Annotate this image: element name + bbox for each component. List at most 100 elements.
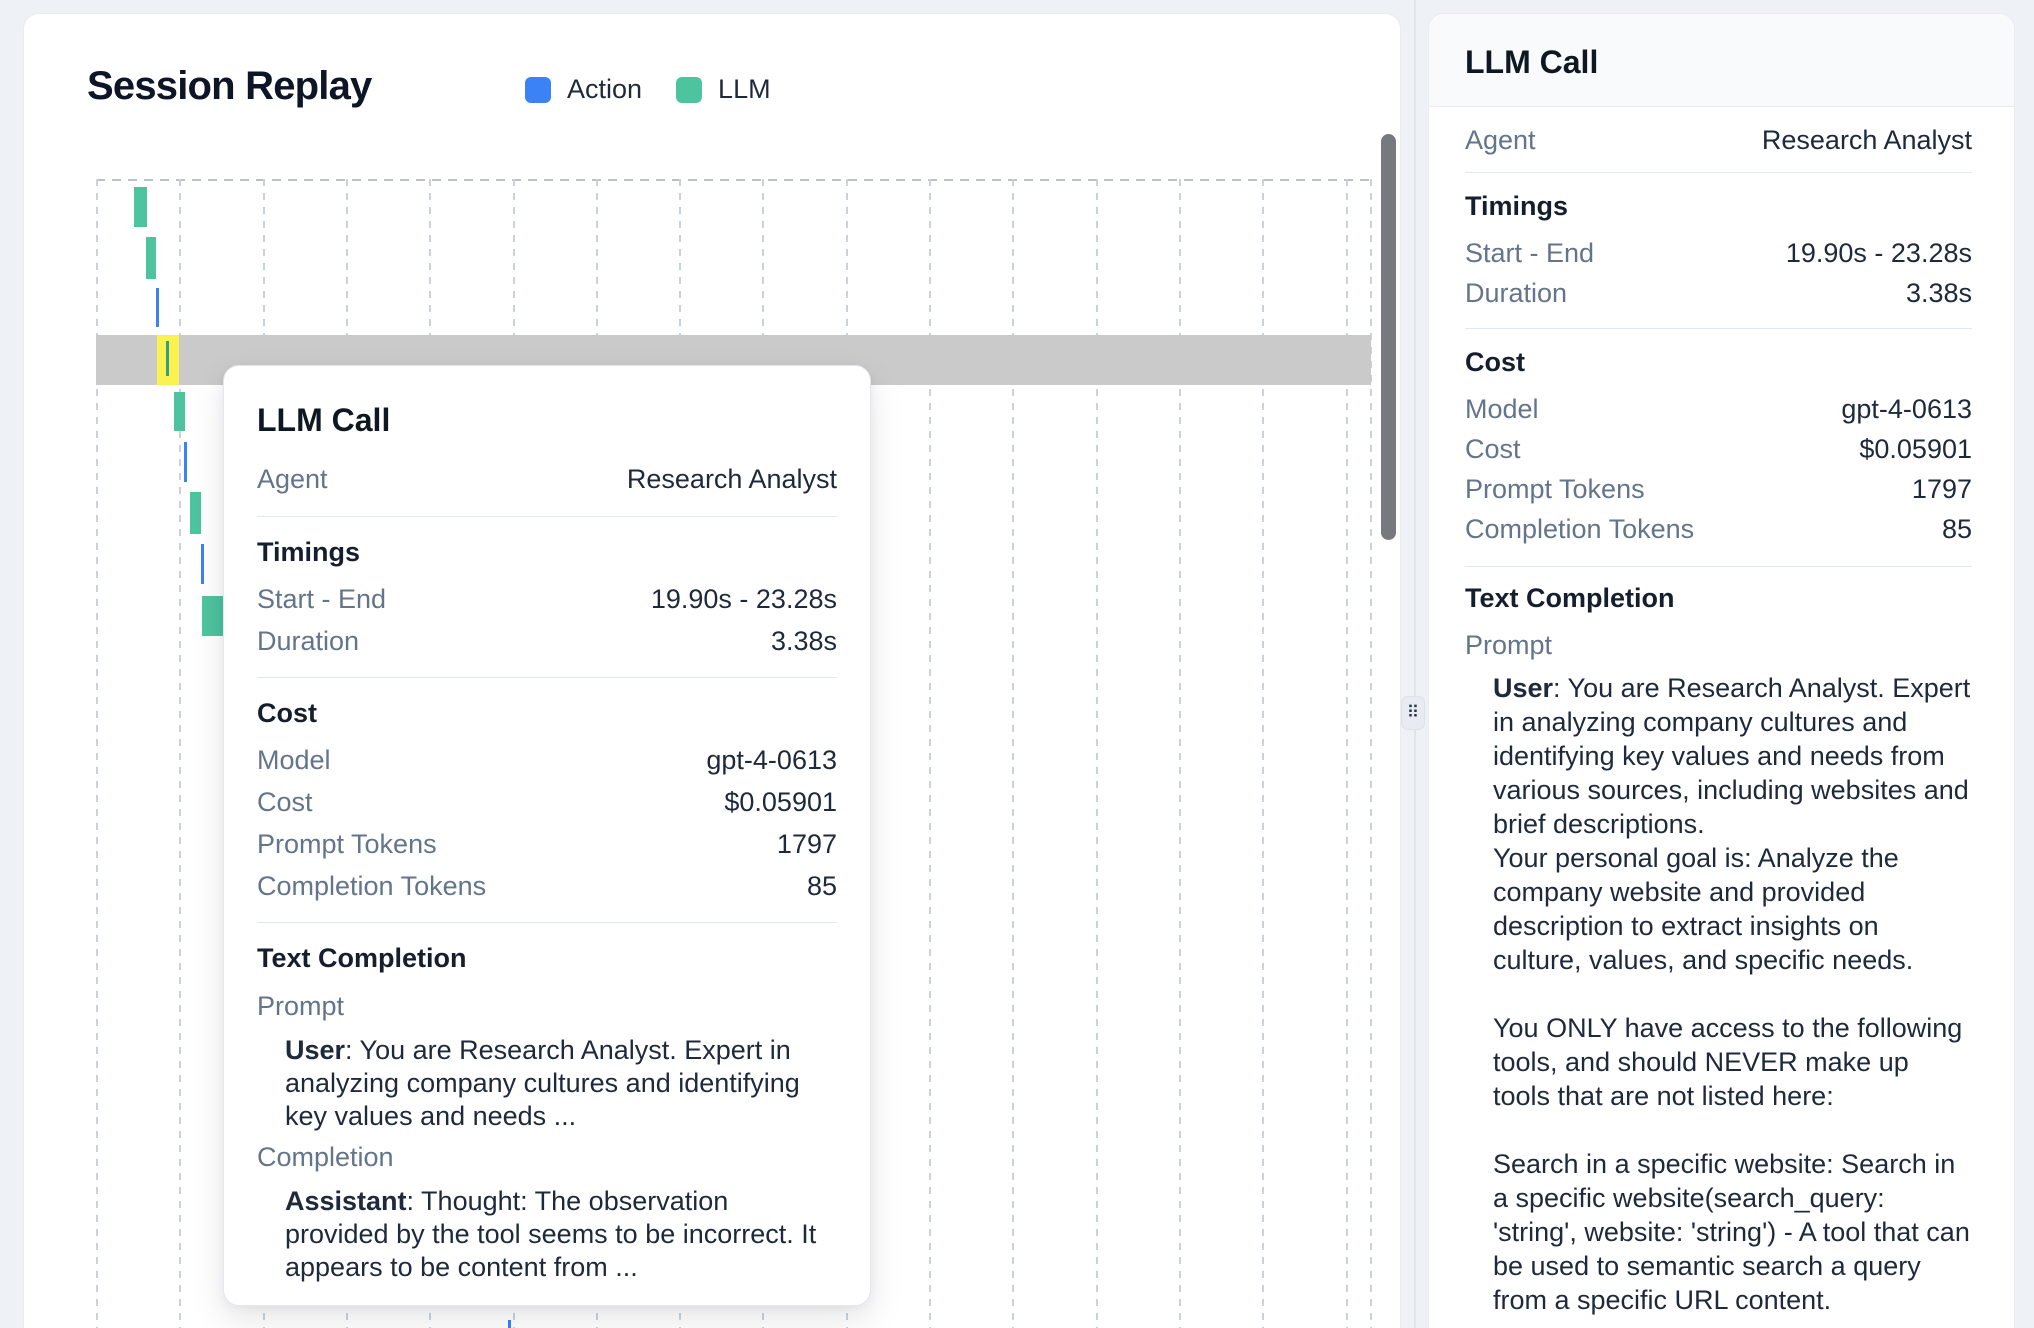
panel-gap-divider [1414,0,1416,1328]
duration-label: Duration [257,626,360,656]
prompt-tokens-label: Prompt Tokens [1465,474,1645,504]
cost-heading: Cost [1465,347,1525,377]
prompt-tokens-value: 1797 [776,829,837,859]
action-bar[interactable] [156,288,159,327]
llm-bar[interactable] [146,237,156,279]
llm-bar[interactable] [166,341,169,376]
divider [257,677,837,678]
llm-bar[interactable] [134,187,147,227]
action-bar[interactable] [201,544,204,584]
chart-gridline [1345,179,1348,1328]
timings-heading: Timings [257,537,361,567]
prompt-label: Prompt [1465,630,1553,660]
completion-tokens-row: Completion Tokens 85 [257,869,837,903]
llm-legend-swatch [676,76,703,103]
completion-tokens-value: 85 [806,871,837,901]
divider [1465,566,1972,567]
agent-row: Agent Research Analyst [1465,123,1972,157]
agent-value: Research Analyst [1761,125,1972,155]
legend-item-action[interactable]: Action [525,74,642,105]
divider [1465,328,1972,329]
timings-heading: Timings [1465,191,1569,221]
duration-value: 3.38s [1905,278,1972,308]
legend-item-llm[interactable]: LLM [676,74,771,105]
model-value: gpt-4-0613 [706,745,837,775]
timeline-scrollbar-thumb[interactable] [1381,134,1396,540]
llm-call-detail-panel: LLM Call Agent Research Analyst Timings … [1428,13,2015,1328]
assistant-prefix: Assistant [285,1186,407,1216]
chart-gridline [1012,179,1015,1328]
chart-gridline [179,179,182,1328]
user-text: : You are Research Analyst. Expert in an… [1493,673,1971,1315]
prompt-label: Prompt [257,991,345,1021]
duration-value: 3.38s [770,626,837,656]
llm-bar[interactable] [190,492,201,534]
tooltip-title: LLM Call [257,402,391,438]
duration-label: Duration [1465,278,1568,308]
prompt-tokens-label: Prompt Tokens [257,829,437,859]
divider [257,516,837,517]
model-row: Model gpt-4-0613 [257,743,837,777]
grip-dots-icon: ⠿ [1406,702,1420,723]
agent-label: Agent [1465,125,1536,155]
prompt-message: User: You are Research Analyst. Expert i… [285,1034,837,1133]
model-value: gpt-4-0613 [1841,394,1972,424]
cost-value: $0.05901 [1859,434,1972,464]
chart-gridline [1178,179,1181,1328]
agent-value: Research Analyst [626,464,837,494]
assistant-text: : Thought: The observation provided by t… [285,1186,817,1282]
user-prefix: User [1493,673,1554,703]
agent-row: Agent Research Analyst [257,462,837,496]
action-bar[interactable] [184,442,187,482]
chart-right-border [1370,179,1372,1328]
prompt-tokens-value: 1797 [1911,474,1972,504]
page-title: Session Replay [87,64,372,108]
model-label: Model [1465,394,1539,424]
legend-label: Action [567,74,643,104]
prompt-tokens-row: Prompt Tokens 1797 [1465,472,1972,506]
prompt-message: User: You are Research Analyst. Expert i… [1493,671,1972,1317]
agent-label: Agent [257,464,328,494]
model-row: Model gpt-4-0613 [1465,392,1972,426]
user-text: : You are Research Analyst. Expert in an… [285,1035,800,1131]
cost-value: $0.05901 [724,787,837,817]
start-end-value: 19.90s - 23.28s [650,584,837,614]
text-completion-heading: Text Completion [257,943,467,973]
cost-heading: Cost [257,698,317,728]
start-end-value: 19.90s - 23.28s [1785,238,1972,268]
chart-top-border [96,179,1371,181]
start-end-label: Start - End [1465,238,1595,268]
completion-tokens-value: 85 [1941,514,1972,544]
panel-header: LLM Call [1429,14,2014,107]
llm-bar[interactable] [174,392,185,431]
chart-gridline [929,179,931,1328]
divider [257,922,837,923]
panel-title: LLM Call [1465,44,1599,80]
chart-gridline [1262,179,1265,1328]
legend-label: LLM [718,74,771,104]
panel-resize-handle[interactable]: ⠿ [1401,696,1425,730]
duration-row: Duration 3.38s [257,624,837,658]
cost-label: Cost [1465,434,1521,464]
prompt-tokens-row: Prompt Tokens 1797 [257,827,837,861]
start-end-row: Start - End 19.90s - 23.28s [1465,236,1972,270]
duration-row: Duration 3.38s [1465,276,1972,310]
cost-row: Cost $0.05901 [257,785,837,819]
action-bar[interactable] [508,1320,511,1328]
panel-body: Agent Research Analyst Timings Start - E… [1429,123,2014,1328]
text-completion-heading: Text Completion [1465,583,1675,613]
start-end-label: Start - End [257,584,387,614]
completion-label: Completion [257,1142,394,1172]
chart-gridline [1095,179,1098,1328]
start-end-row: Start - End 19.90s - 23.28s [257,582,837,616]
completion-tokens-row: Completion Tokens 85 [1465,512,1972,546]
completion-tokens-label: Completion Tokens [1465,514,1695,544]
completion-tokens-label: Completion Tokens [257,871,487,901]
completion-message: Assistant: Thought: The observation prov… [285,1185,837,1284]
action-legend-swatch [525,76,551,103]
model-label: Model [257,745,331,775]
chart-gridline [96,179,98,1328]
divider [1465,172,1972,173]
chart-legend: Action LLM [525,74,771,105]
